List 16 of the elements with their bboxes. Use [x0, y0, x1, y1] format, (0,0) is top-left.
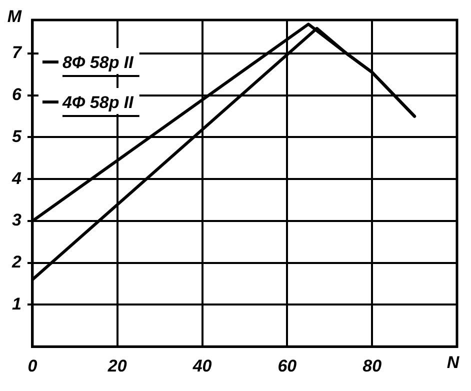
y-tick-label: 5	[12, 126, 22, 146]
y-tick-label: 6	[12, 85, 22, 104]
y-tick-label: 4	[10, 168, 22, 188]
y-tick-label: 3	[12, 210, 22, 230]
y-tick-label: 1	[12, 294, 22, 314]
x-tick-label: 60	[278, 356, 298, 376]
legend-label: 4Ф 58р II	[61, 93, 135, 112]
x-tick-label: 40	[192, 356, 212, 376]
x-tick-label: 20	[106, 356, 128, 376]
x-tick-label: 80	[362, 356, 382, 376]
x-tick-label: 0	[28, 356, 38, 376]
x-axis-title: N	[446, 352, 460, 372]
legend-label: 8Ф 58р II	[62, 53, 135, 72]
y-tick-label: 2	[10, 252, 22, 272]
y-tick-label: 7	[12, 43, 23, 62]
y-axis-title: M	[7, 7, 22, 26]
